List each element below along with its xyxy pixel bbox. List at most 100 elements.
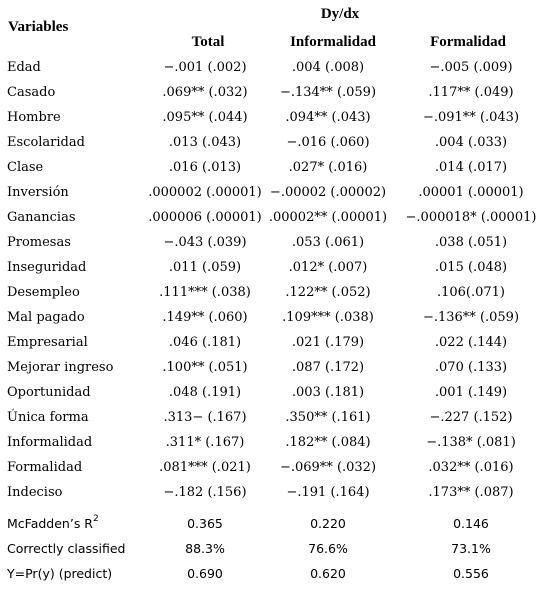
total-value: .048 (.191)	[168, 385, 242, 400]
formalidad-value: .004 (.033)	[434, 135, 508, 150]
total-value: .100** (.051)	[162, 360, 248, 375]
informalidad-value: −.191 (.164)	[286, 485, 370, 500]
row-label: Informalidad	[7, 435, 93, 450]
row-label: Inseguridad	[7, 260, 87, 275]
total-value: .111*** (.038)	[159, 285, 251, 300]
table-row: Clase .016 (.013) .027* (.016) .014 (.017)	[0, 155, 545, 180]
stats-row: Correctly classified 88.3% 76.6% 73.1%	[0, 536, 545, 561]
total-column-header: Total	[191, 34, 225, 50]
row-label: Casado	[7, 85, 56, 100]
total-value: .069** (.032)	[162, 85, 248, 100]
stat-label: Correctly classified	[7, 536, 125, 561]
total-value: .313− (.167)	[163, 410, 247, 425]
formalidad-column-header: Formalidad	[430, 34, 506, 50]
table-row: Promesas −.043 (.039) .053 (.061) .038 (.05…	[0, 230, 545, 255]
stat-label-text: Y=Pr(y) (predict)	[7, 566, 113, 581]
formalidad-value: −.227 (.152)	[429, 410, 513, 425]
total-value: .016 (.013)	[168, 160, 242, 175]
row-label: Indeciso	[7, 485, 63, 500]
row-label: Desempleo	[7, 285, 80, 300]
formalidad-stat: 0.146	[453, 516, 489, 531]
table-row: Mejorar ingreso .100** (.051) .087 (.172).…	[0, 355, 545, 380]
total-stat: 0.690	[187, 566, 223, 581]
informalidad-value: .087 (.172)	[291, 360, 365, 375]
informalidad-value: .003 (.181)	[291, 385, 365, 400]
table-row: Inseguridad .011 (.059) .012* (.007) .015 (…	[0, 255, 545, 280]
stat-label-superscript: 2	[93, 513, 99, 524]
row-label: Ganancias	[7, 210, 76, 225]
table-row: Casado .069** (.032) −.134** (.059) .117** …	[0, 80, 545, 105]
informalidad-stat: 76.6%	[308, 541, 348, 556]
total-value: .046 (.181)	[168, 335, 242, 350]
row-label: Única forma	[7, 410, 89, 425]
total-value: −.182 (.156)	[163, 485, 247, 500]
total-value: .013 (.043)	[168, 135, 242, 150]
informalidad-value: .027* (.016)	[288, 160, 368, 175]
table-row: Hombre .095** (.044) .094** (.043) −.091** …	[0, 105, 545, 130]
stat-label-text: Correctly classified	[7, 541, 126, 556]
total-value: .311* (.167)	[165, 435, 245, 450]
stat-label: Y=Pr(y) (predict)	[7, 561, 112, 586]
formalidad-value: .173** (.087)	[428, 485, 514, 500]
stats-row: Y=Pr(y) (predict) 0.690 0.620 0.556	[0, 561, 545, 586]
formalidad-value: .022 (.144)	[434, 335, 508, 350]
informalidad-stat: 0.220	[310, 516, 346, 531]
informalidad-value: .053 (.061)	[291, 235, 365, 250]
formalidad-value: .032** (.016)	[428, 460, 514, 475]
total-value: .000006 (.00001)	[148, 210, 262, 225]
formalidad-stat: 73.1%	[451, 541, 491, 556]
informalidad-value: .109*** (.038)	[282, 310, 374, 325]
row-label: Promesas	[7, 235, 71, 250]
formalidad-value: −.091** (.043)	[422, 110, 520, 125]
formalidad-value: .106(.071)	[436, 285, 506, 300]
formalidad-value: .00001 (.00001)	[418, 185, 524, 200]
variables-header: Variables	[8, 19, 69, 35]
total-value: .081*** (.021)	[159, 460, 251, 475]
formalidad-value: .070 (.133)	[434, 360, 508, 375]
informalidad-value: .350** (.161)	[285, 410, 371, 425]
table-row: Única forma .313− (.167) .350** (.161) −.22…	[0, 405, 545, 430]
table-row: Desempleo .111*** (.038) .122** (.052) .106…	[0, 280, 545, 305]
stat-label-text: McFadden’s R	[7, 516, 93, 531]
informalidad-value: .004 (.008)	[291, 60, 365, 75]
stat-label: McFadden’s R2	[7, 511, 99, 536]
formalidad-value: −.136** (.059)	[422, 310, 520, 325]
total-value: −.043 (.039)	[163, 235, 247, 250]
table-row: Edad −.001 (.002) .004 (.008) −.005 (.009)	[0, 55, 545, 80]
informalidad-value: .122** (.052)	[285, 285, 371, 300]
informalidad-value: −.00002 (.00002)	[269, 185, 387, 200]
total-value: .149** (.060)	[162, 310, 248, 325]
dydx-group-header: Dy/dx	[320, 6, 360, 22]
total-value: −.001 (.002)	[163, 60, 247, 75]
table-row: Escolaridad .013 (.043) −.016 (.060) .004 (…	[0, 130, 545, 155]
total-stat: 88.3%	[185, 541, 225, 556]
formalidad-value: .014 (.017)	[434, 160, 508, 175]
row-label: Oportunidad	[7, 385, 91, 400]
total-stat: 0.365	[187, 516, 223, 531]
row-label: Formalidad	[7, 460, 83, 475]
formalidad-value: −.000018* (.00001)	[405, 210, 537, 225]
row-label: Empresarial	[7, 335, 88, 350]
formalidad-value: −.005 (.009)	[429, 60, 513, 75]
formalidad-value: .015 (.048)	[434, 260, 508, 275]
formalidad-value: −.138* (.081)	[426, 435, 516, 450]
table-row: Indeciso −.182 (.156) −.191 (.164) .173** (…	[0, 480, 545, 505]
table-row: Formalidad .081*** (.021) −.069** (.032) .0…	[0, 455, 545, 480]
informalidad-value: −.016 (.060)	[286, 135, 370, 150]
row-label: Edad	[7, 60, 41, 75]
total-value: .095** (.044)	[162, 110, 248, 125]
informalidad-stat: 0.620	[310, 566, 346, 581]
informalidad-value: .182** (.084)	[285, 435, 371, 450]
table-row: Ganancias .000006 (.00001) .00002** (.0000…	[0, 205, 545, 230]
table-row: Mal pagado .149** (.060) .109*** (.038) −.1…	[0, 305, 545, 330]
informalidad-column-header: Informalidad	[290, 34, 376, 50]
informalidad-value: .094** (.043)	[285, 110, 371, 125]
formalidad-stat: 0.556	[453, 566, 489, 581]
total-value: .011 (.059)	[168, 260, 242, 275]
stats-row: McFadden’s R2 0.365 0.220 0.146	[0, 511, 545, 536]
table-row: Inversión .000002 (.00001) −.00002 (.00002…	[0, 180, 545, 205]
total-value: .000002 (.00001)	[148, 185, 262, 200]
informalidad-value: .00002** (.00001)	[268, 210, 388, 225]
formalidad-value: .001 (.149)	[434, 385, 508, 400]
